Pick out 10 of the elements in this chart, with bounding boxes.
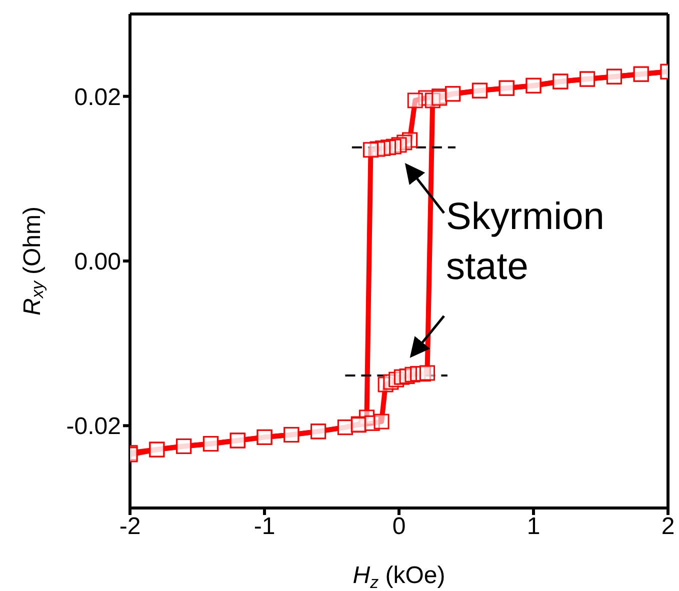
x-tick-label: -1 [254,513,276,540]
x-tick-label: 0 [392,513,406,540]
annotation: Skyrmion state [446,195,604,290]
x-tick-label: 1 [526,513,540,540]
x-axis-title: H$_{z}$ (kOe) [352,562,446,591]
x-tick-label: 2 [661,513,675,540]
y-tick-label: -0.02 [66,413,121,440]
y-tick-label: 0.00 [74,248,121,276]
y-tick-label: 0.02 [74,84,121,111]
x-tick-label: -2 [119,513,141,540]
